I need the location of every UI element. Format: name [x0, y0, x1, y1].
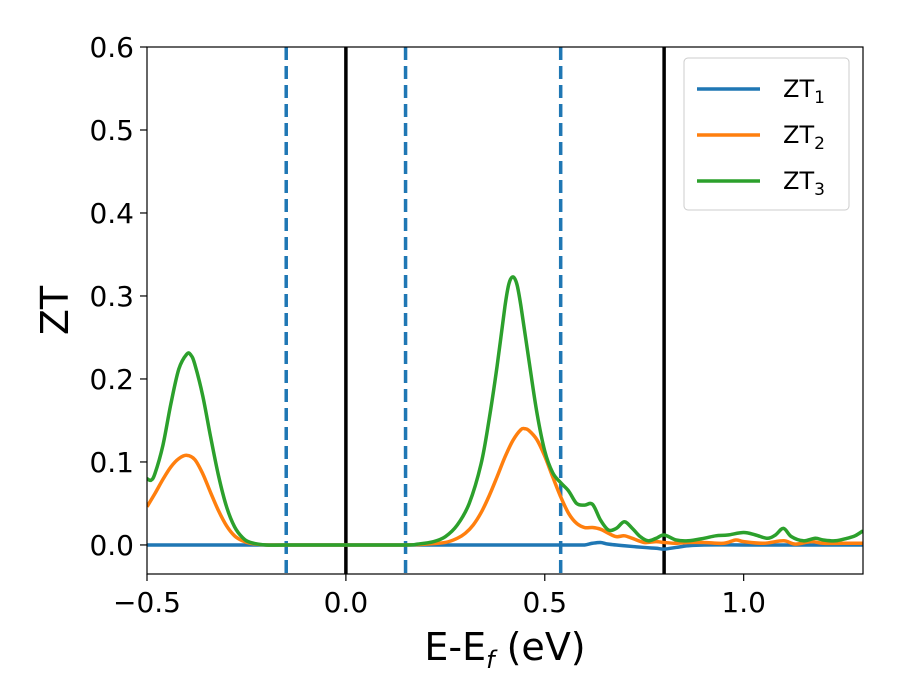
legend: ZT1 ZT2 ZT3 — [683, 57, 850, 211]
y-tick-label: 0.2 — [89, 363, 134, 396]
x-tick-label: −0.5 — [113, 586, 181, 619]
y-tick-label: 0.5 — [89, 114, 134, 147]
x-tick-label: 1.0 — [721, 586, 766, 619]
legend-label-3: ZT3 — [783, 167, 825, 200]
y-axis-label: ZT — [33, 285, 77, 335]
series-line-2 — [147, 426, 863, 547]
legend-entry-1: ZT1 — [697, 75, 825, 108]
y-axis: 0.0 0.1 0.2 0.3 0.4 0.5 0.6 — [89, 31, 147, 562]
x-axis: −0.5 0.0 0.5 1.0 — [113, 574, 766, 619]
legend-label-1: ZT1 — [783, 75, 825, 108]
x-tick-label: 0.0 — [324, 586, 369, 619]
x-axis-label-main: E-E — [424, 625, 486, 669]
series-lines — [147, 275, 863, 551]
plot-frame — [146, 46, 864, 575]
x-axis-label-rest: (eV) — [495, 625, 586, 669]
x-tick-label: 0.5 — [523, 586, 568, 619]
y-tick-label: 0.3 — [89, 280, 134, 313]
y-tick-label: 0.1 — [89, 446, 134, 479]
legend-entry-3: ZT3 — [697, 167, 825, 200]
reference-lines — [284, 47, 666, 574]
legend-entry-2: ZT2 — [697, 121, 825, 154]
legend-label-2: ZT2 — [783, 121, 825, 154]
y-tick-label: 0.0 — [89, 529, 134, 562]
y-tick-label: 0.6 — [89, 31, 134, 64]
y-tick-label: 0.4 — [89, 197, 134, 230]
x-axis-label: E-Ef (eV) — [424, 625, 585, 674]
series-line-3 — [147, 275, 863, 547]
legend-box — [683, 57, 850, 211]
